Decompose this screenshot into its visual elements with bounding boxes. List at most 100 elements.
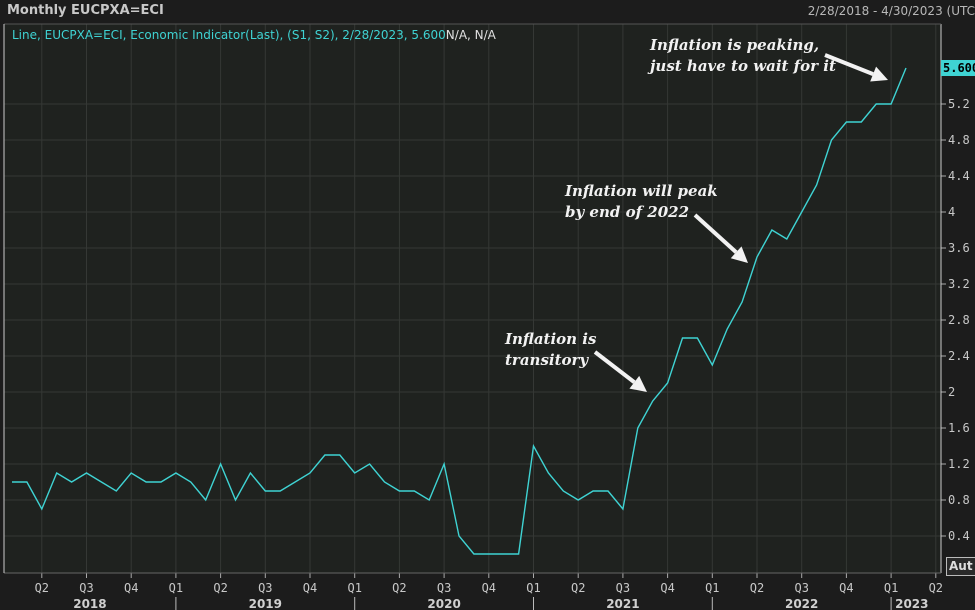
data-point[interactable] <box>368 463 371 466</box>
x-year-label: 2018 <box>73 597 106 610</box>
data-point[interactable] <box>145 481 148 484</box>
data-point[interactable] <box>55 472 58 475</box>
data-point[interactable] <box>85 472 88 475</box>
annotation-text: just have to wait for it <box>647 57 836 75</box>
data-point[interactable] <box>830 139 833 142</box>
data-point[interactable] <box>115 490 118 493</box>
data-point[interactable] <box>860 121 863 124</box>
data-point[interactable] <box>11 481 14 484</box>
data-point[interactable] <box>398 490 401 493</box>
x-year-label: 2019 <box>249 597 282 610</box>
data-point[interactable] <box>160 481 163 484</box>
data-point[interactable] <box>845 121 848 124</box>
data-point[interactable] <box>294 481 297 484</box>
x-quarter-label: Q4 <box>482 581 496 595</box>
data-point[interactable] <box>25 481 28 484</box>
data-point[interactable] <box>130 472 133 475</box>
series-line[interactable] <box>11 67 908 556</box>
data-point[interactable] <box>756 256 759 259</box>
data-point[interactable] <box>711 364 714 367</box>
annotations: Inflation is transitory Inflation will pea… <box>504 36 888 392</box>
data-point[interactable] <box>472 553 475 556</box>
data-point[interactable] <box>249 472 252 475</box>
data-point[interactable] <box>487 553 490 556</box>
x-quarter-label: Q4 <box>124 581 138 595</box>
auto-scale-button[interactable]: Aut <box>946 557 975 576</box>
annotation-text: Inflation is <box>504 330 597 348</box>
y-tick-label: 2 <box>948 385 955 399</box>
data-point[interactable] <box>562 490 565 493</box>
data-point[interactable] <box>770 229 773 232</box>
data-point[interactable] <box>413 490 416 493</box>
series-polyline[interactable] <box>12 67 907 555</box>
data-point[interactable] <box>621 508 624 511</box>
data-point[interactable] <box>592 490 595 493</box>
data-point[interactable] <box>875 103 878 106</box>
data-point[interactable] <box>905 67 908 70</box>
x-quarter-label: Q2 <box>571 581 585 595</box>
annotation-text: transitory <box>505 351 589 369</box>
data-point[interactable] <box>443 463 446 466</box>
data-point[interactable] <box>696 337 699 340</box>
grid-lines <box>4 24 941 573</box>
y-tick-label: 0.8 <box>948 493 970 507</box>
x-quarter-label: Q3 <box>616 581 630 595</box>
x-quarter-label: Q1 <box>169 581 183 595</box>
data-point[interactable] <box>264 490 267 493</box>
data-point[interactable] <box>502 553 505 556</box>
data-point[interactable] <box>204 499 207 502</box>
data-point[interactable] <box>800 211 803 214</box>
data-point[interactable] <box>666 382 669 385</box>
data-point[interactable] <box>815 184 818 187</box>
x-quarter-label: Q2 <box>929 581 943 595</box>
data-point[interactable] <box>234 499 237 502</box>
data-point[interactable] <box>353 472 356 475</box>
data-point[interactable] <box>189 481 192 484</box>
data-point[interactable] <box>40 508 43 511</box>
data-point[interactable] <box>383 481 386 484</box>
data-point[interactable] <box>100 481 103 484</box>
data-point[interactable] <box>174 472 177 475</box>
data-point[interactable] <box>517 553 520 556</box>
x-quarter-label: Q1 <box>705 581 719 595</box>
x-quarter-label: Q2 <box>35 581 49 595</box>
data-point[interactable] <box>70 481 73 484</box>
date-range[interactable]: 2/28/2018 - 4/30/2023 (UTC <box>807 4 975 18</box>
x-quarter-label: Q3 <box>79 581 93 595</box>
x-quarter-label: Q2 <box>213 581 227 595</box>
legend-text: Line, EUCPXA=ECI, Economic Indicator(Las… <box>12 28 446 42</box>
data-point[interactable] <box>323 454 326 457</box>
data-point[interactable] <box>726 328 729 331</box>
data-point[interactable] <box>890 103 893 106</box>
data-point[interactable] <box>458 535 461 538</box>
data-point[interactable] <box>577 499 580 502</box>
x-year-label: 2021 <box>606 597 639 610</box>
annotation-text: Inflation is peaking, <box>649 36 819 54</box>
data-point[interactable] <box>785 238 788 241</box>
x-quarter-label: Q4 <box>660 581 674 595</box>
data-point[interactable] <box>428 499 431 502</box>
data-point[interactable] <box>219 463 222 466</box>
data-point[interactable] <box>532 445 535 448</box>
data-point[interactable] <box>651 400 654 403</box>
data-point[interactable] <box>636 427 639 430</box>
x-quarter-label: Q3 <box>258 581 272 595</box>
y-tick-label: 3.6 <box>948 241 970 255</box>
x-year-label: 2020 <box>427 597 460 610</box>
x-quarter-label: Q2 <box>392 581 406 595</box>
data-point[interactable] <box>607 490 610 493</box>
data-point[interactable] <box>547 472 550 475</box>
x-quarter-label: Q4 <box>303 581 317 595</box>
y-tick-label: 4.8 <box>948 133 970 147</box>
data-point[interactable] <box>681 337 684 340</box>
plot-area <box>4 24 941 573</box>
data-point[interactable] <box>309 472 312 475</box>
data-point[interactable] <box>279 490 282 493</box>
data-point[interactable] <box>741 301 744 304</box>
data-point[interactable] <box>338 454 341 457</box>
annotation-text: Inflation will peak <box>564 182 718 200</box>
annotation-arrow <box>593 350 636 384</box>
y-tick-label: 4.4 <box>948 169 970 183</box>
arrow-head-icon <box>870 66 888 82</box>
